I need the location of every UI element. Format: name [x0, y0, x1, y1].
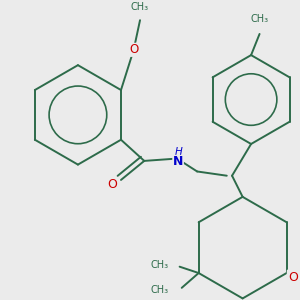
- Text: H: H: [174, 147, 182, 158]
- Text: O: O: [129, 43, 138, 56]
- Text: O: O: [288, 271, 298, 284]
- Text: CH₃: CH₃: [151, 260, 169, 270]
- Text: CH₃: CH₃: [131, 2, 149, 12]
- Text: CH₃: CH₃: [151, 285, 169, 295]
- Text: O: O: [108, 178, 118, 191]
- Text: N: N: [173, 155, 183, 169]
- Text: CH₃: CH₃: [250, 14, 268, 24]
